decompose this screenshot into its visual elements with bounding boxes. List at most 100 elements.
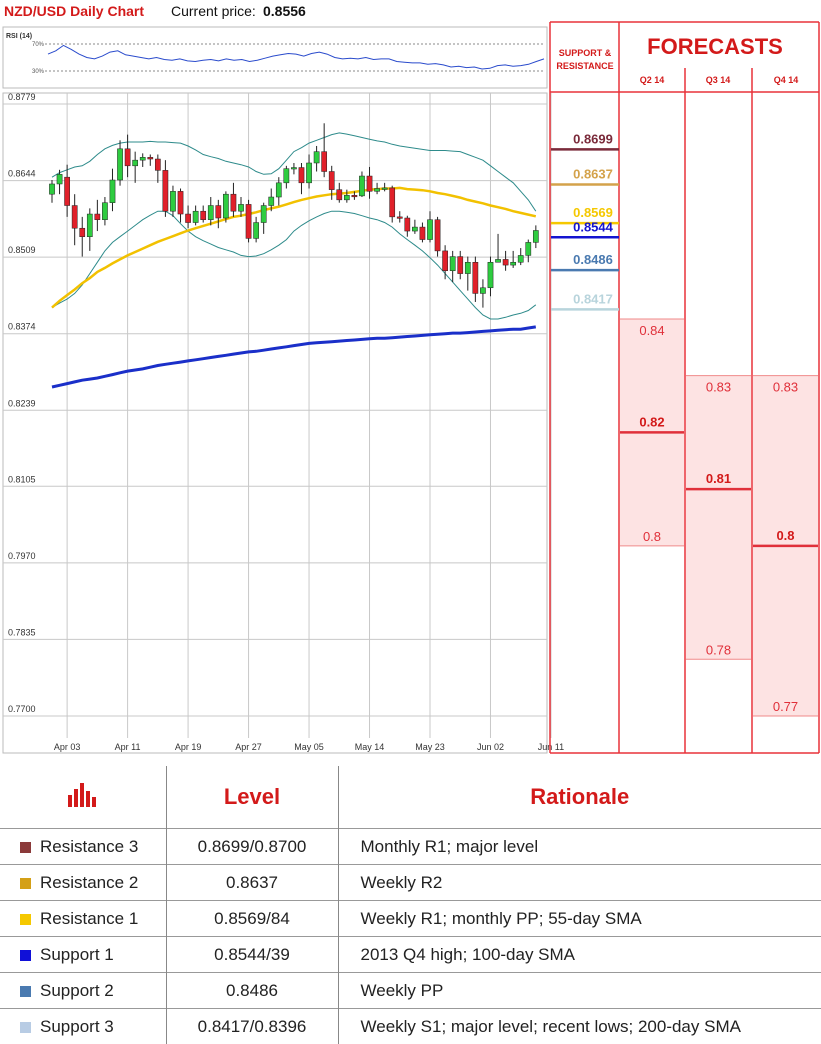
quarter-q2: Q2 14: [640, 75, 665, 85]
y-tick-label: 0.7970: [8, 551, 36, 561]
chart-title: NZD/USD Daily Chart: [4, 3, 144, 19]
quarter-q3: Q3 14: [706, 75, 731, 85]
level-name: Resistance 2: [40, 873, 138, 892]
level-rationale: Weekly S1; major level; recent lows; 200…: [338, 1009, 821, 1044]
level-name: Resistance 3: [40, 837, 138, 856]
forecast-boxes: 0.840.820.80.830.810.780.830.80.77: [620, 319, 818, 716]
sr-level-r2: 0.8637: [551, 167, 619, 185]
candle: [246, 200, 251, 243]
x-tick-label: May 14: [355, 742, 385, 752]
candle: [390, 186, 395, 223]
level-name-cell: Resistance 2: [0, 865, 166, 901]
level-value: 0.8569/84: [166, 901, 338, 937]
bar-chart-icon: [66, 781, 100, 807]
y-tick-label: 0.7700: [8, 704, 36, 714]
level-name: Support 2: [40, 981, 114, 1000]
rsi-70-label: 70%: [32, 42, 45, 48]
rsi-30-label: 30%: [32, 69, 45, 75]
forecast-low-label: 0.77: [773, 699, 798, 714]
level-value: 0.8637: [166, 865, 338, 901]
level-value: 0.8417/0.8396: [166, 1009, 338, 1044]
table-header-rationale: Rationale: [338, 766, 821, 829]
x-tick-label: Apr 11: [115, 742, 141, 752]
level-name-cell: Support 2: [0, 973, 166, 1009]
price-value: 0.8556: [263, 3, 306, 19]
sr-level-r3: 0.8699: [551, 131, 619, 149]
quarter-q4: Q4 14: [774, 75, 799, 85]
table-header-icon-cell: [0, 766, 166, 829]
level-value: 0.8486: [166, 973, 338, 1009]
forecast-mid-label: 0.8: [776, 528, 794, 543]
legend-swatch: [20, 878, 31, 889]
level-name-cell: Support 3: [0, 1009, 166, 1044]
chart-area: NZD/USD Daily Chart Current price: 0.855…: [0, 0, 821, 766]
legend-swatch: [20, 950, 31, 961]
table-header-row: Level Rationale: [0, 766, 821, 829]
sr-level-label: 0.8637: [573, 167, 613, 182]
sr-title-2: RESISTANCE: [556, 61, 613, 71]
x-tick-label: Jun 11: [538, 742, 564, 752]
sr-level-label: 0.8699: [573, 131, 613, 146]
y-tick-label: 0.8779: [8, 92, 36, 102]
legend-swatch: [20, 842, 31, 853]
level-name-cell: Resistance 1: [0, 901, 166, 937]
legend-swatch: [20, 914, 31, 925]
y-tick-label: 0.7835: [8, 627, 36, 637]
y-tick-label: 0.8105: [8, 474, 36, 484]
x-tick-label: May 05: [294, 742, 324, 752]
price-panel: [3, 93, 547, 753]
candle: [223, 191, 228, 222]
y-tick-label: 0.8374: [8, 322, 36, 332]
sr-level-label: 0.8544: [573, 219, 614, 234]
candle: [435, 217, 440, 257]
forecast-high-label: 0.83: [773, 380, 798, 395]
rsi-label: RSI (14): [6, 33, 32, 40]
level-rationale: Weekly R2: [338, 865, 821, 901]
x-tick-label: Apr 03: [54, 742, 81, 752]
forecast-q4-14: 0.83 0.8 0.77: [753, 376, 818, 716]
forecast-low-label: 0.78: [706, 642, 731, 657]
level-rationale: Weekly R1; monthly PP; 55-day SMA: [338, 901, 821, 937]
level-name-cell: Support 1: [0, 937, 166, 973]
sr-level-label: 0.8569: [573, 205, 613, 220]
sr-level-label: 0.8417: [573, 291, 613, 306]
level-name-cell: Resistance 3: [0, 829, 166, 865]
forecasts-title: FORECASTS: [647, 34, 783, 59]
sr-level-s2: 0.8486: [551, 252, 619, 270]
x-tick-label: Jun 02: [477, 742, 504, 752]
level-name: Resistance 1: [40, 909, 138, 928]
y-tick-label: 0.8239: [8, 398, 36, 408]
x-tick-label: Apr 27: [235, 742, 262, 752]
sr-title-1: SUPPORT &: [559, 48, 612, 58]
y-tick-label: 0.8644: [8, 169, 36, 179]
forecast-low-label: 0.8: [643, 529, 661, 544]
forecast-q3-14: 0.83 0.81 0.78: [686, 376, 751, 660]
table-header-level: Level: [166, 766, 338, 829]
forecast-mid-label: 0.81: [706, 471, 731, 486]
price-label: Current price:: [171, 3, 256, 19]
forecast-high-label: 0.83: [706, 380, 731, 395]
level-rationale: Weekly PP: [338, 973, 821, 1009]
forecast-mid-label: 0.82: [639, 414, 664, 429]
level-name: Support 3: [40, 1017, 114, 1036]
level-name: Support 1: [40, 945, 114, 964]
y-tick-label: 0.8509: [8, 245, 36, 255]
rsi-panel: [3, 27, 547, 88]
level-rationale: 2013 Q4 high; 100-day SMA: [338, 937, 821, 973]
level-rationale: Monthly R1; major level: [338, 829, 821, 865]
legend-swatch: [20, 1022, 31, 1033]
sr-level-label: 0.8486: [573, 252, 613, 267]
sr-level-s3: 0.8417: [551, 291, 619, 309]
forecast-range: [686, 376, 751, 660]
forecast-q2-14: 0.840.820.8: [620, 319, 684, 546]
